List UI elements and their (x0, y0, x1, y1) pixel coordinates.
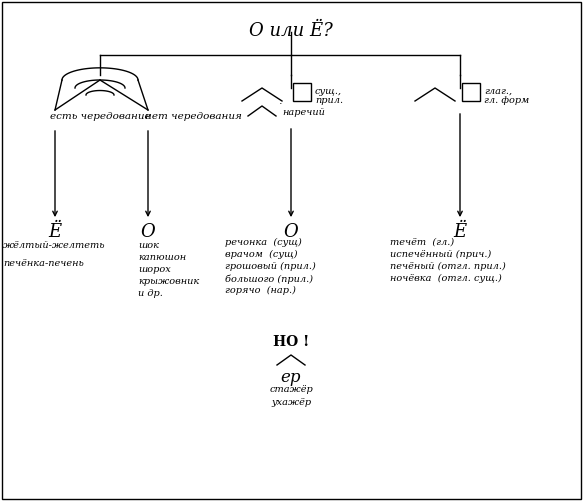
Text: печёнка-печень: печёнка-печень (3, 259, 84, 268)
Text: и др.: и др. (138, 289, 163, 298)
Text: испечённый (прич.): испечённый (прич.) (390, 250, 491, 259)
Text: О: О (283, 223, 298, 241)
Text: врачом  (сущ): врачом (сущ) (225, 250, 297, 259)
Text: ухажёр: ухажёр (271, 398, 311, 407)
Text: наречий: наречий (282, 108, 325, 117)
Text: жёлтый-желтеть: жёлтый-желтеть (3, 241, 106, 250)
Text: есть чередование: есть чередование (50, 112, 150, 121)
Text: О: О (141, 223, 156, 241)
Bar (293, 83, 311, 101)
Bar (462, 83, 480, 101)
Text: .: . (279, 96, 283, 106)
Text: ночёвка  (отгл. сущ.): ночёвка (отгл. сущ.) (390, 274, 502, 283)
Text: нет чередования: нет чередования (145, 112, 242, 121)
Text: шорох: шорох (138, 265, 171, 274)
Text: НО !: НО ! (273, 335, 309, 349)
Text: О или Ё?: О или Ё? (249, 22, 333, 40)
Text: горячо  (нар.): горячо (нар.) (225, 286, 296, 295)
Text: гл. форм: гл. форм (484, 96, 529, 105)
Text: течёт  (гл.): течёт (гл.) (390, 238, 454, 247)
Text: глаг.,: глаг., (484, 87, 512, 96)
Text: речонка  (сущ): речонка (сущ) (225, 238, 302, 247)
Text: Ё: Ё (454, 223, 466, 241)
Text: грошовый (прил.): грошовый (прил.) (225, 262, 316, 271)
Text: стажёр: стажёр (269, 385, 313, 394)
Text: крыжовник: крыжовник (138, 277, 199, 286)
Text: сущ.,: сущ., (315, 87, 342, 96)
Text: печёный (отгл. прил.): печёный (отгл. прил.) (390, 262, 505, 271)
Text: капюшон: капюшон (138, 253, 186, 262)
Text: ер: ер (281, 369, 301, 386)
Text: Ё: Ё (48, 223, 62, 241)
Text: прил.: прил. (315, 96, 343, 105)
Text: большого (прил.): большого (прил.) (225, 274, 313, 284)
Text: шок: шок (138, 241, 159, 250)
